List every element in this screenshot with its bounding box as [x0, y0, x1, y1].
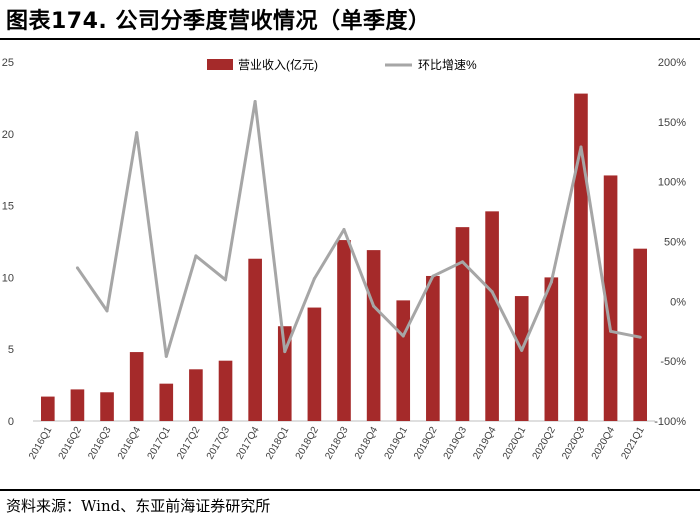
revenue-bar: [337, 240, 351, 421]
y2-tick-label: 50%: [664, 237, 686, 249]
growth-point: [431, 274, 435, 278]
growth-point: [105, 309, 109, 313]
x-tick-label: 2017Q3: [205, 425, 233, 462]
y2-tick-label: -50%: [660, 356, 686, 368]
x-tick-label: 2020Q1: [501, 425, 529, 462]
revenue-bar: [218, 360, 233, 421]
x-tick-label: 2017Q2: [175, 425, 203, 462]
x-tick-label: 2016Q1: [27, 425, 55, 462]
growth-point: [194, 254, 198, 258]
revenue-bar: [70, 389, 85, 421]
revenue-bar: [159, 383, 174, 421]
growth-point: [224, 278, 228, 282]
revenue-bar: [455, 227, 470, 421]
revenue-bar: [248, 258, 262, 421]
y2-tick-label: 100%: [658, 177, 686, 189]
y-tick-label: 0: [8, 416, 14, 428]
revenue-bar: [100, 392, 114, 421]
growth-point: [135, 131, 139, 135]
y-tick-label: 5: [8, 344, 14, 356]
x-tick-label: 2016Q4: [116, 425, 144, 462]
revenue-bar: [307, 307, 322, 421]
x-tick-label: 2021Q1: [619, 425, 647, 462]
revenue-bar: [574, 93, 588, 422]
y-tick-label: 20: [2, 129, 14, 141]
revenue-chart: 0 5 10 15 20 25 -100% -50% 0% 50% 100% 150% 200% 2016…: [2, 57, 686, 462]
x-tick-label: 2019Q3: [442, 425, 470, 462]
x-tick-label: 2019Q1: [383, 425, 411, 462]
x-tick-label: 2018Q3: [323, 425, 351, 462]
y-tick-label: 15: [2, 201, 14, 213]
x-tick-label: 2016Q2: [57, 425, 85, 462]
growth-point: [372, 304, 376, 308]
growth-point: [460, 260, 464, 264]
growth-point: [609, 329, 613, 333]
growth-point: [164, 354, 168, 358]
revenue-bar: [129, 352, 144, 421]
revenue-bar: [544, 277, 559, 421]
growth-point: [401, 334, 405, 338]
chart-container: 0 5 10 15 20 25 -100% -50% 0% 50% 100% 150% 200% 2016…: [0, 40, 700, 488]
growth-point: [520, 348, 524, 352]
growth-point: [312, 277, 316, 281]
revenue-bar: [277, 326, 292, 421]
x-tick-label: 2020Q3: [560, 425, 588, 462]
x-tick-label: 2018Q4: [353, 425, 381, 462]
y2-tick-label: 200%: [658, 57, 686, 69]
y2-tick-label: 150%: [658, 117, 686, 129]
legend-label-revenue: 营业收入(亿元): [238, 57, 318, 72]
footer: 资料来源：Wind、东亚前海证券研究所: [0, 489, 700, 519]
legend-swatch-revenue: [207, 59, 233, 70]
revenue-bar: [396, 300, 411, 421]
growth-point: [342, 228, 346, 232]
revenue-bar: [40, 396, 55, 421]
revenue-bar: [633, 248, 648, 421]
growth-point: [253, 99, 257, 103]
y2-tick-label: -100%: [654, 416, 686, 428]
revenue-bar: [603, 175, 618, 421]
x-tick-label: 2019Q4: [471, 425, 499, 462]
revenue-bar: [189, 369, 203, 421]
x-tick-label: 2020Q2: [531, 425, 559, 462]
x-tick-label: 2018Q1: [264, 425, 292, 462]
growth-point: [549, 280, 553, 284]
x-tick-label: 2017Q1: [146, 425, 174, 462]
source-note: 资料来源：Wind、东亚前海证券研究所: [6, 497, 271, 515]
x-tick-label: 2017Q4: [234, 425, 262, 462]
y-tick-label: 25: [2, 57, 14, 69]
y2-tick-label: 0%: [670, 296, 686, 308]
growth-point: [638, 335, 642, 339]
growth-point: [75, 266, 79, 270]
growth-line: [76, 100, 641, 358]
revenue-bar: [485, 211, 499, 421]
growth-point: [579, 145, 583, 149]
revenue-bar: [514, 296, 529, 421]
revenue-bar: [426, 275, 440, 421]
legend-label-growth: 环比增速%: [418, 58, 477, 72]
growth-point: [490, 290, 494, 294]
x-tick-label: 2020Q4: [590, 425, 618, 462]
growth-point: [283, 350, 287, 354]
revenue-bar: [366, 250, 381, 421]
x-tick-label: 2018Q2: [294, 425, 322, 462]
page-title: 图表174. 公司分季度营收情况（单季度）: [6, 9, 431, 34]
y-tick-label: 10: [2, 272, 14, 284]
x-tick-label: 2016Q3: [86, 425, 114, 462]
x-tick-label: 2019Q2: [412, 425, 440, 462]
title-bar: 图表174. 公司分季度营收情况（单季度）: [0, 0, 700, 40]
